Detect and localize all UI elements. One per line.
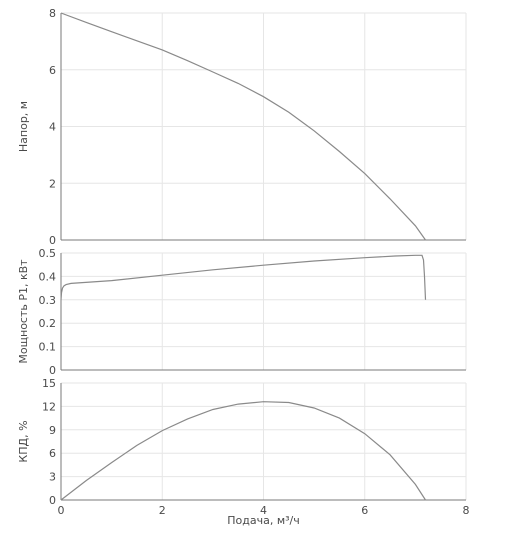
series-line-power — [60, 254, 427, 300]
y-tick-label: 9 — [49, 424, 56, 437]
y-axis-title: КПД, % — [17, 420, 30, 462]
x-tick-label: 0 — [58, 504, 65, 517]
y-tick-label: 0.1 — [39, 341, 57, 354]
series-line-efficiency — [60, 401, 427, 501]
y-tick-label: 0.4 — [39, 270, 57, 283]
y-tick-label: 12 — [42, 400, 56, 413]
y-tick-label: 2 — [49, 177, 56, 190]
y-tick-label: 0.5 — [39, 247, 57, 260]
y-tick-label: 4 — [49, 121, 56, 134]
y-tick-label: 0 — [49, 494, 56, 507]
y-tick-label: 6 — [49, 447, 56, 460]
panel-head: 0 2 4 6 8 Напор, м — [17, 7, 467, 247]
y-tick-label: 0.3 — [39, 294, 57, 307]
y-tick-label: 6 — [49, 64, 56, 77]
y-tick-label: 0.2 — [39, 317, 57, 330]
panel-power: 0 0.1 0.2 0.3 0.4 0.5 Мощность P1, кВт — [17, 247, 467, 377]
y-tick-label: 8 — [49, 7, 56, 20]
panel-efficiency: 0 3 6 9 12 15 0 2 4 6 8 Подача, м³/ч КПД, % — [17, 377, 470, 527]
x-tick-label: 4 — [260, 504, 267, 517]
y-tick-label: 15 — [42, 377, 56, 390]
x-tick-label: 6 — [361, 504, 368, 517]
y-tick-label: 3 — [49, 471, 56, 484]
y-tick-label: 0 — [49, 364, 56, 377]
y-axis-title: Мощность P1, кВт — [17, 259, 30, 364]
x-tick-label: 2 — [159, 504, 166, 517]
series-line-head — [60, 12, 426, 241]
y-tick-label: 0 — [49, 234, 56, 247]
y-axis-title: Напор, м — [17, 101, 30, 152]
x-tick-label: 8 — [463, 504, 470, 517]
x-axis-title: Подача, м³/ч — [227, 514, 300, 527]
